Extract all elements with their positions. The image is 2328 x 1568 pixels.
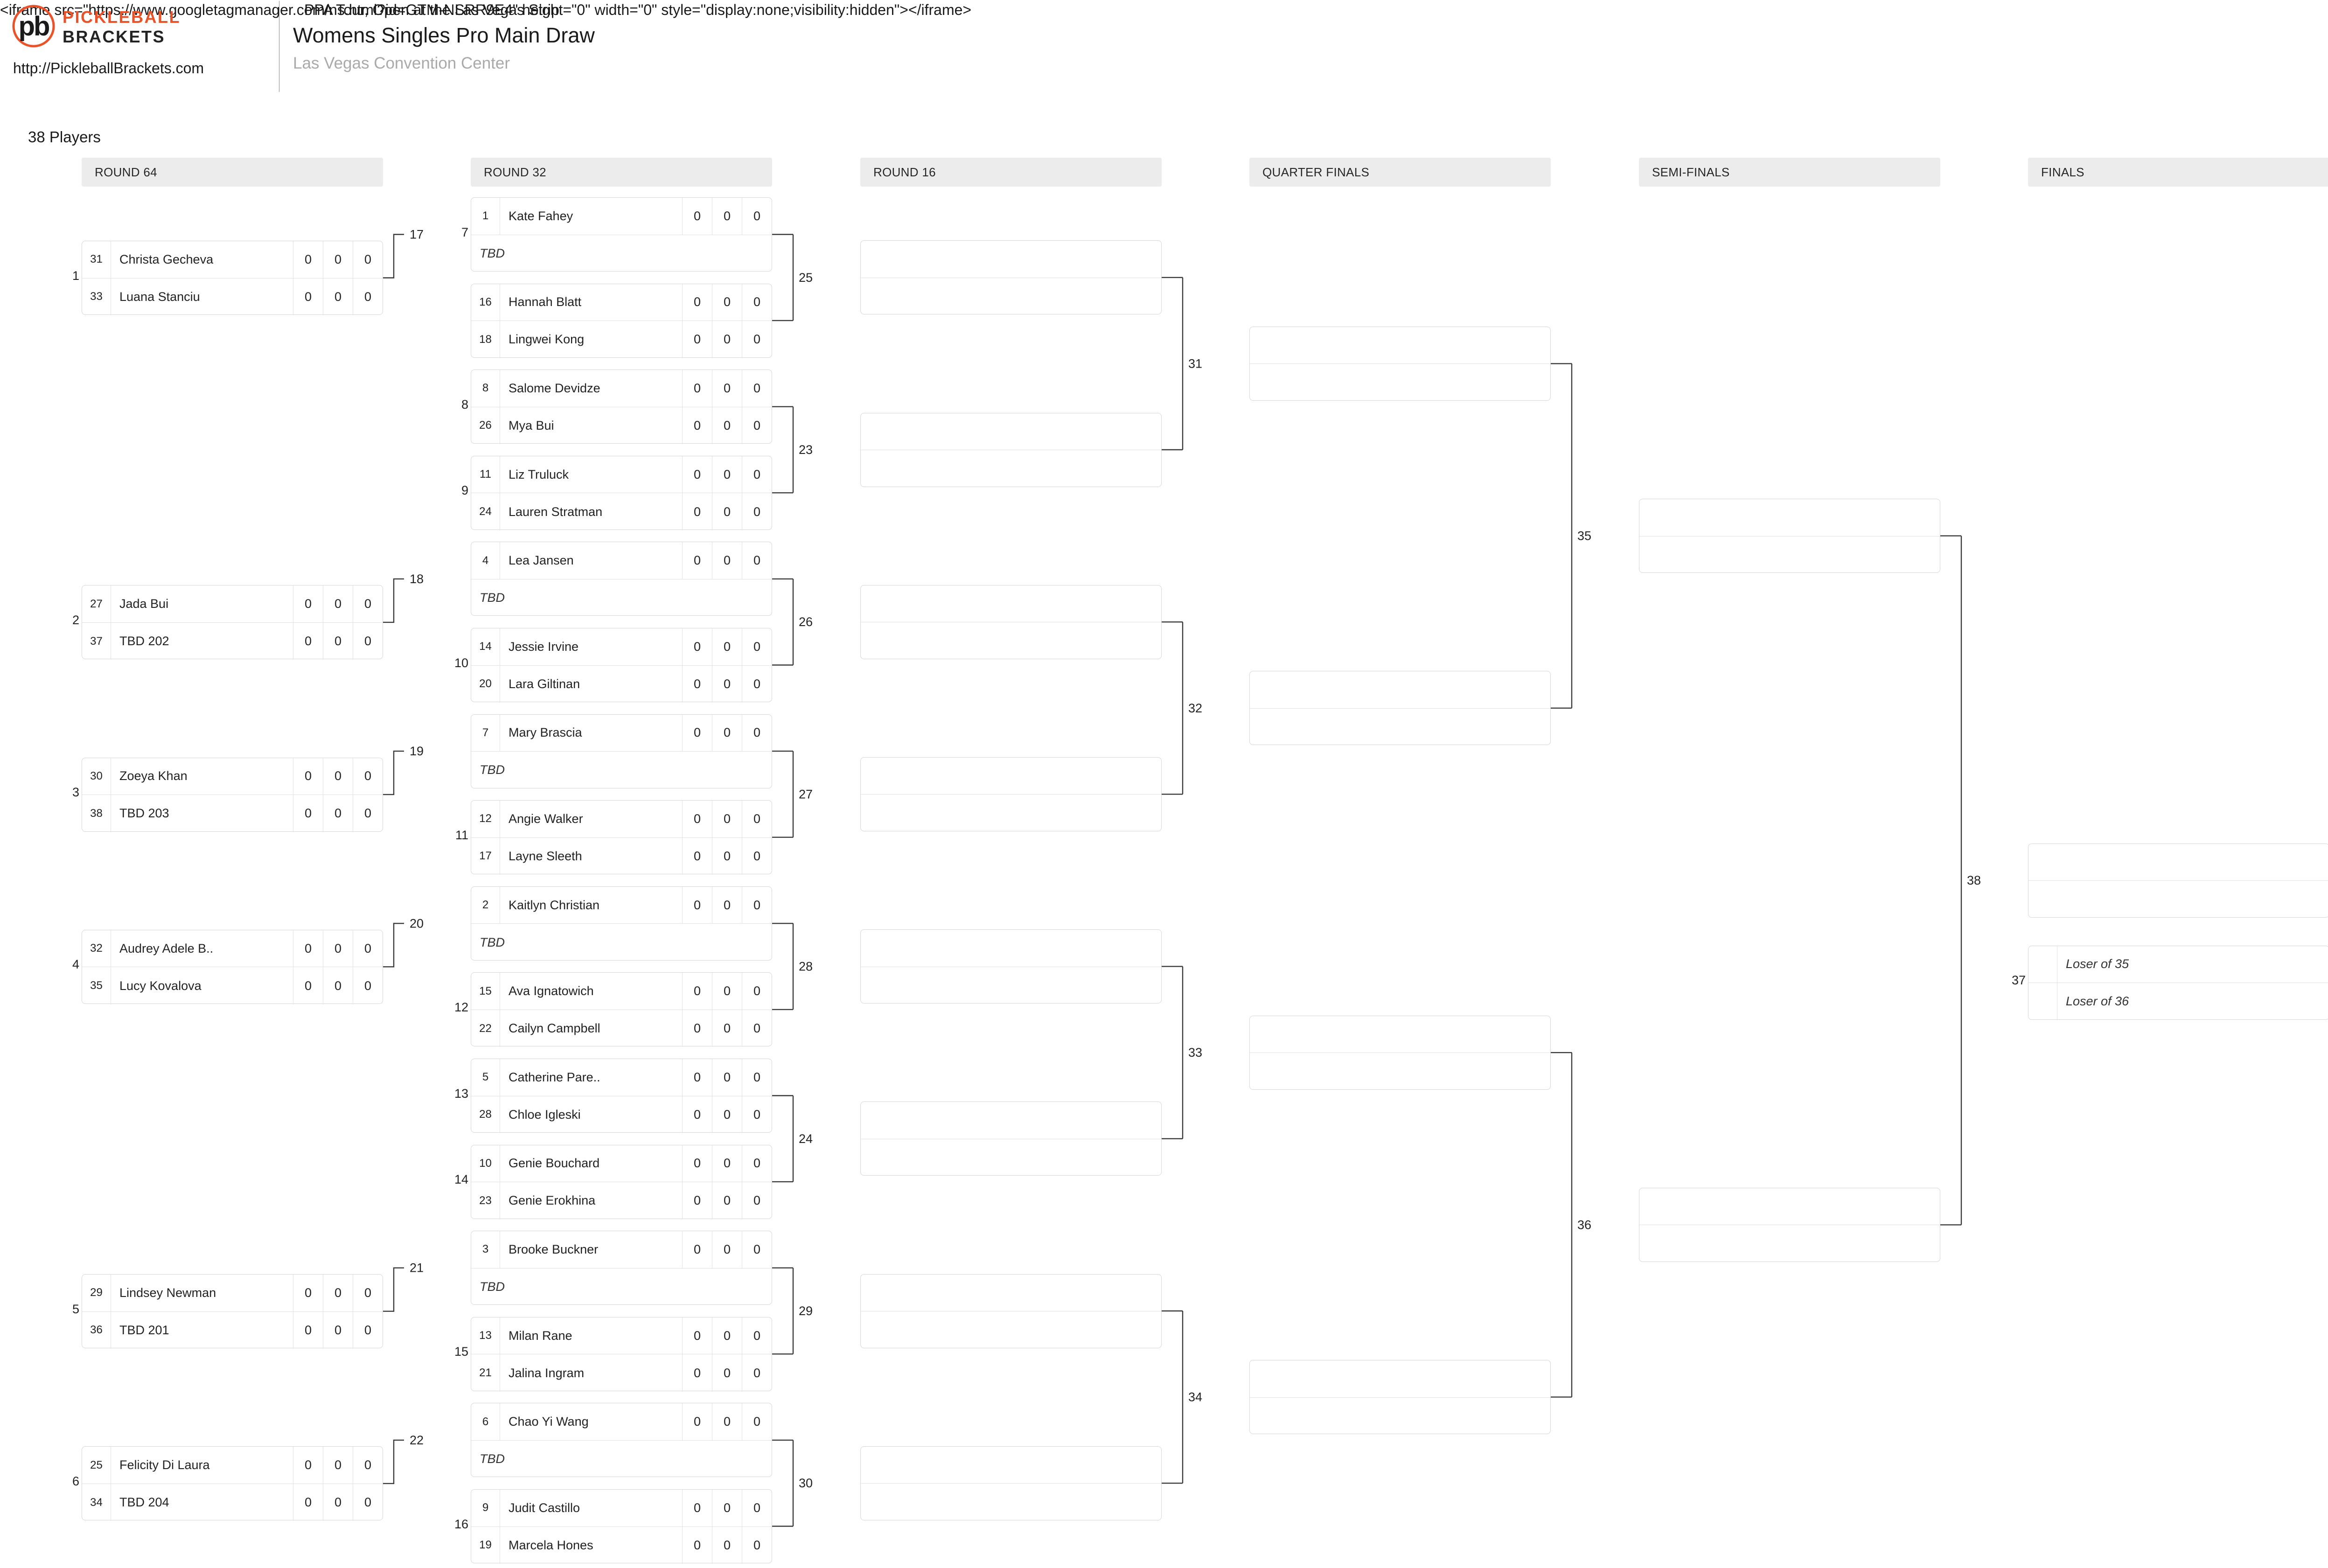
svg-text:38: 38 xyxy=(1967,873,1981,887)
svg-text:20: 20 xyxy=(410,916,424,930)
svg-text:23: 23 xyxy=(799,443,813,457)
svg-text:17: 17 xyxy=(410,228,424,242)
svg-text:36: 36 xyxy=(1577,1218,1591,1232)
svg-text:33: 33 xyxy=(1188,1045,1202,1059)
svg-text:21: 21 xyxy=(410,1261,424,1275)
svg-text:19: 19 xyxy=(410,744,424,758)
svg-text:29: 29 xyxy=(799,1304,813,1318)
svg-text:25: 25 xyxy=(799,271,813,285)
svg-text:pb: pb xyxy=(19,11,49,42)
svg-text:35: 35 xyxy=(1577,529,1591,543)
svg-text:31: 31 xyxy=(1188,356,1202,370)
svg-text:34: 34 xyxy=(1188,1390,1202,1404)
svg-text:22: 22 xyxy=(410,1433,424,1447)
svg-text:26: 26 xyxy=(799,615,813,629)
svg-text:28: 28 xyxy=(799,960,813,974)
svg-text:24: 24 xyxy=(799,1132,813,1146)
svg-text:27: 27 xyxy=(799,787,813,801)
svg-text:18: 18 xyxy=(410,572,424,586)
svg-text:32: 32 xyxy=(1188,701,1202,715)
svg-text:30: 30 xyxy=(799,1476,813,1490)
